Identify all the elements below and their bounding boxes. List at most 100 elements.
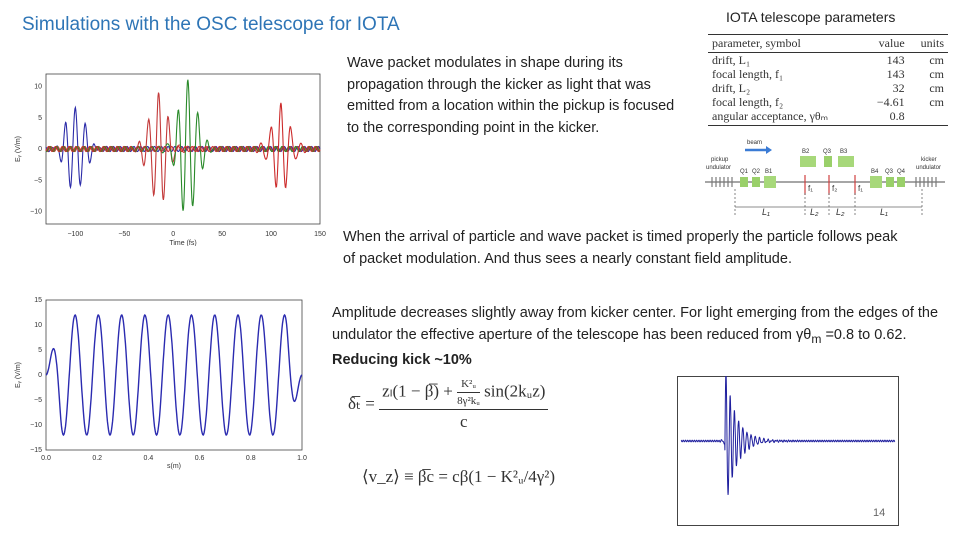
kick-signal-chart [677,376,899,526]
table-row: focal length, f₂ −4.61 cm [708,95,948,109]
param-value: 143 [886,67,905,81]
q3b-magnet [886,177,894,187]
y-tick-label: −5 [34,397,42,404]
header-value: value [863,34,909,53]
kicker-label-line2: undulator [916,165,941,171]
wave-packet-paragraph: Wave packet modulates in shape during it… [347,55,675,136]
page-number: 14 [873,507,886,519]
f1a-label: f₁ [808,184,813,193]
param-value: 32 [892,81,905,95]
param-value: −4.61 [876,95,905,109]
x-tick-label: 0 [171,231,175,238]
eq1-num-a: zₗ(1 − β̅) + [382,381,453,401]
param-unit: cm [929,53,944,67]
wave-series-2 [45,79,321,211]
x-tick-label: 0.8 [246,455,256,462]
q1-magnet [740,177,748,187]
x-tick-label: 0.2 [92,455,102,462]
beam-arrow-head-icon [766,146,772,154]
x-tick-label: 0.6 [195,455,205,462]
x-axis-label: Time (fs) [169,240,196,246]
param-value: 143 [886,53,905,67]
pickup-label-line2: undulator [706,165,731,171]
eq1-numerator: zₗ(1 − β̅) + K²ᵤ 8γ²kᵤ sin(2kᵤz) [379,378,549,410]
header-parameter: parameter, symbol [708,34,864,53]
b4-magnet [870,176,882,188]
header-units: units [908,34,948,53]
y-tick-label: 10 [34,84,42,91]
x-tick-label: 0.0 [41,455,51,462]
field-series [45,313,303,437]
table-title: IOTA telescope parameters [726,9,896,25]
field-vs-s-chart: 0.0 0.2 0.4 0.6 0.8 1.0 15 10 5 0 −5 −10 −15 s(m) Eᵧ (… [15,297,307,470]
f1b-label: f₁ [858,184,863,193]
x-tick-label: −50 [118,231,130,238]
eq1-denominator: c [460,412,468,431]
x-tick-label: 150 [314,231,326,238]
telescope-diagram: beam pickup undulator kicker undulator Q… [705,140,945,217]
parameter-table: parameter, symbol value units drift, L₁ … [708,34,948,126]
q4-magnet [897,177,905,187]
y-tick-label: −5 [34,177,42,184]
amplitude-text-tail: =0.8 to 0.62. [821,326,907,343]
b1-magnet [764,176,776,188]
eq1-inner-bot: 8γ²kᵤ [457,395,480,407]
b1-label: B1 [765,169,773,175]
amplitude-paragraph: Amplitude decreases slightly away from k… [332,303,942,371]
timing-paragraph: When the arrival of particle and wave pa… [343,229,898,267]
y-tick-label: −15 [30,447,42,454]
L2a-label: L₂ [810,207,819,217]
q3b-label: Q3 [885,169,894,175]
beam-label: beam [747,140,762,146]
y-tick-label: −10 [30,422,42,429]
eq1-inner-fraction: K²ᵤ 8γ²kᵤ [457,378,480,407]
table-row: focal length, f₁ 143 cm [708,67,948,81]
page-title: Simulations with the OSC telescope for I… [22,14,400,35]
y-axis-label: Eᵧ (V/m) [15,362,22,388]
param-name: drift, L₂ [712,81,751,95]
L2b-label: L₂ [836,207,845,217]
eq1-inner-top: K²ᵤ [457,378,480,393]
y-tick-label: 10 [34,322,42,329]
q2-magnet [752,177,760,187]
q3a-label: Q3 [823,149,832,155]
table-row: drift, L₂ 32 cm [708,81,948,95]
param-unit [908,109,948,126]
b2-label: B2 [802,149,810,155]
kick-series [680,376,896,495]
q2-label: Q2 [752,169,761,175]
y-tick-label: 0 [38,146,42,153]
param-unit: cm [929,81,944,95]
equation-vz: ⟨v_z⟩ ≡ β̅c = cβ(1 − K²ᵤ/4γ²) [362,467,556,486]
b2-magnet [800,156,816,167]
table-row: angular acceptance, γθₘ 0.8 [708,109,948,126]
y-axis-label: Eᵧ (V/m) [15,136,22,162]
eq1-fraction: zₗ(1 − β̅) + K²ᵤ 8γ²kᵤ sin(2kᵤz) c [379,378,549,432]
eq1-lhs: δ̅ₜ = [348,393,375,413]
x-tick-label: 100 [265,231,277,238]
reducing-kick-label: Reducing kick ~10% [332,351,472,368]
amplitude-subscript: m [811,331,822,346]
param-unit: cm [929,67,944,81]
eq1-num-b: sin(2kᵤz) [484,381,546,401]
b4-label: B4 [871,169,879,175]
x-tick-label: 0.4 [144,455,154,462]
x-axis-label: s(m) [167,463,181,470]
q4-label: Q4 [897,169,906,175]
L1b-label: L₁ [880,207,888,217]
param-name: focal length, f₂ [712,95,784,109]
param-name: focal length, f₁ [712,67,784,81]
b3-magnet [838,156,854,167]
x-tick-label: −100 [67,231,83,238]
y-tick-label: 5 [38,347,42,354]
chart-frame [677,376,899,526]
q3a-magnet [824,156,832,167]
kicker-label-line1: kicker [921,157,937,163]
equation-delta-t: δ̅ₜ = zₗ(1 − β̅) + K²ᵤ 8γ²kᵤ sin(2kᵤz) c [348,378,549,432]
focal-arrows [804,175,856,195]
dimension-guides [734,189,923,217]
y-tick-label: −10 [30,209,42,216]
q1-label: Q1 [740,169,749,175]
kicker-undulator-magnets [915,177,937,187]
